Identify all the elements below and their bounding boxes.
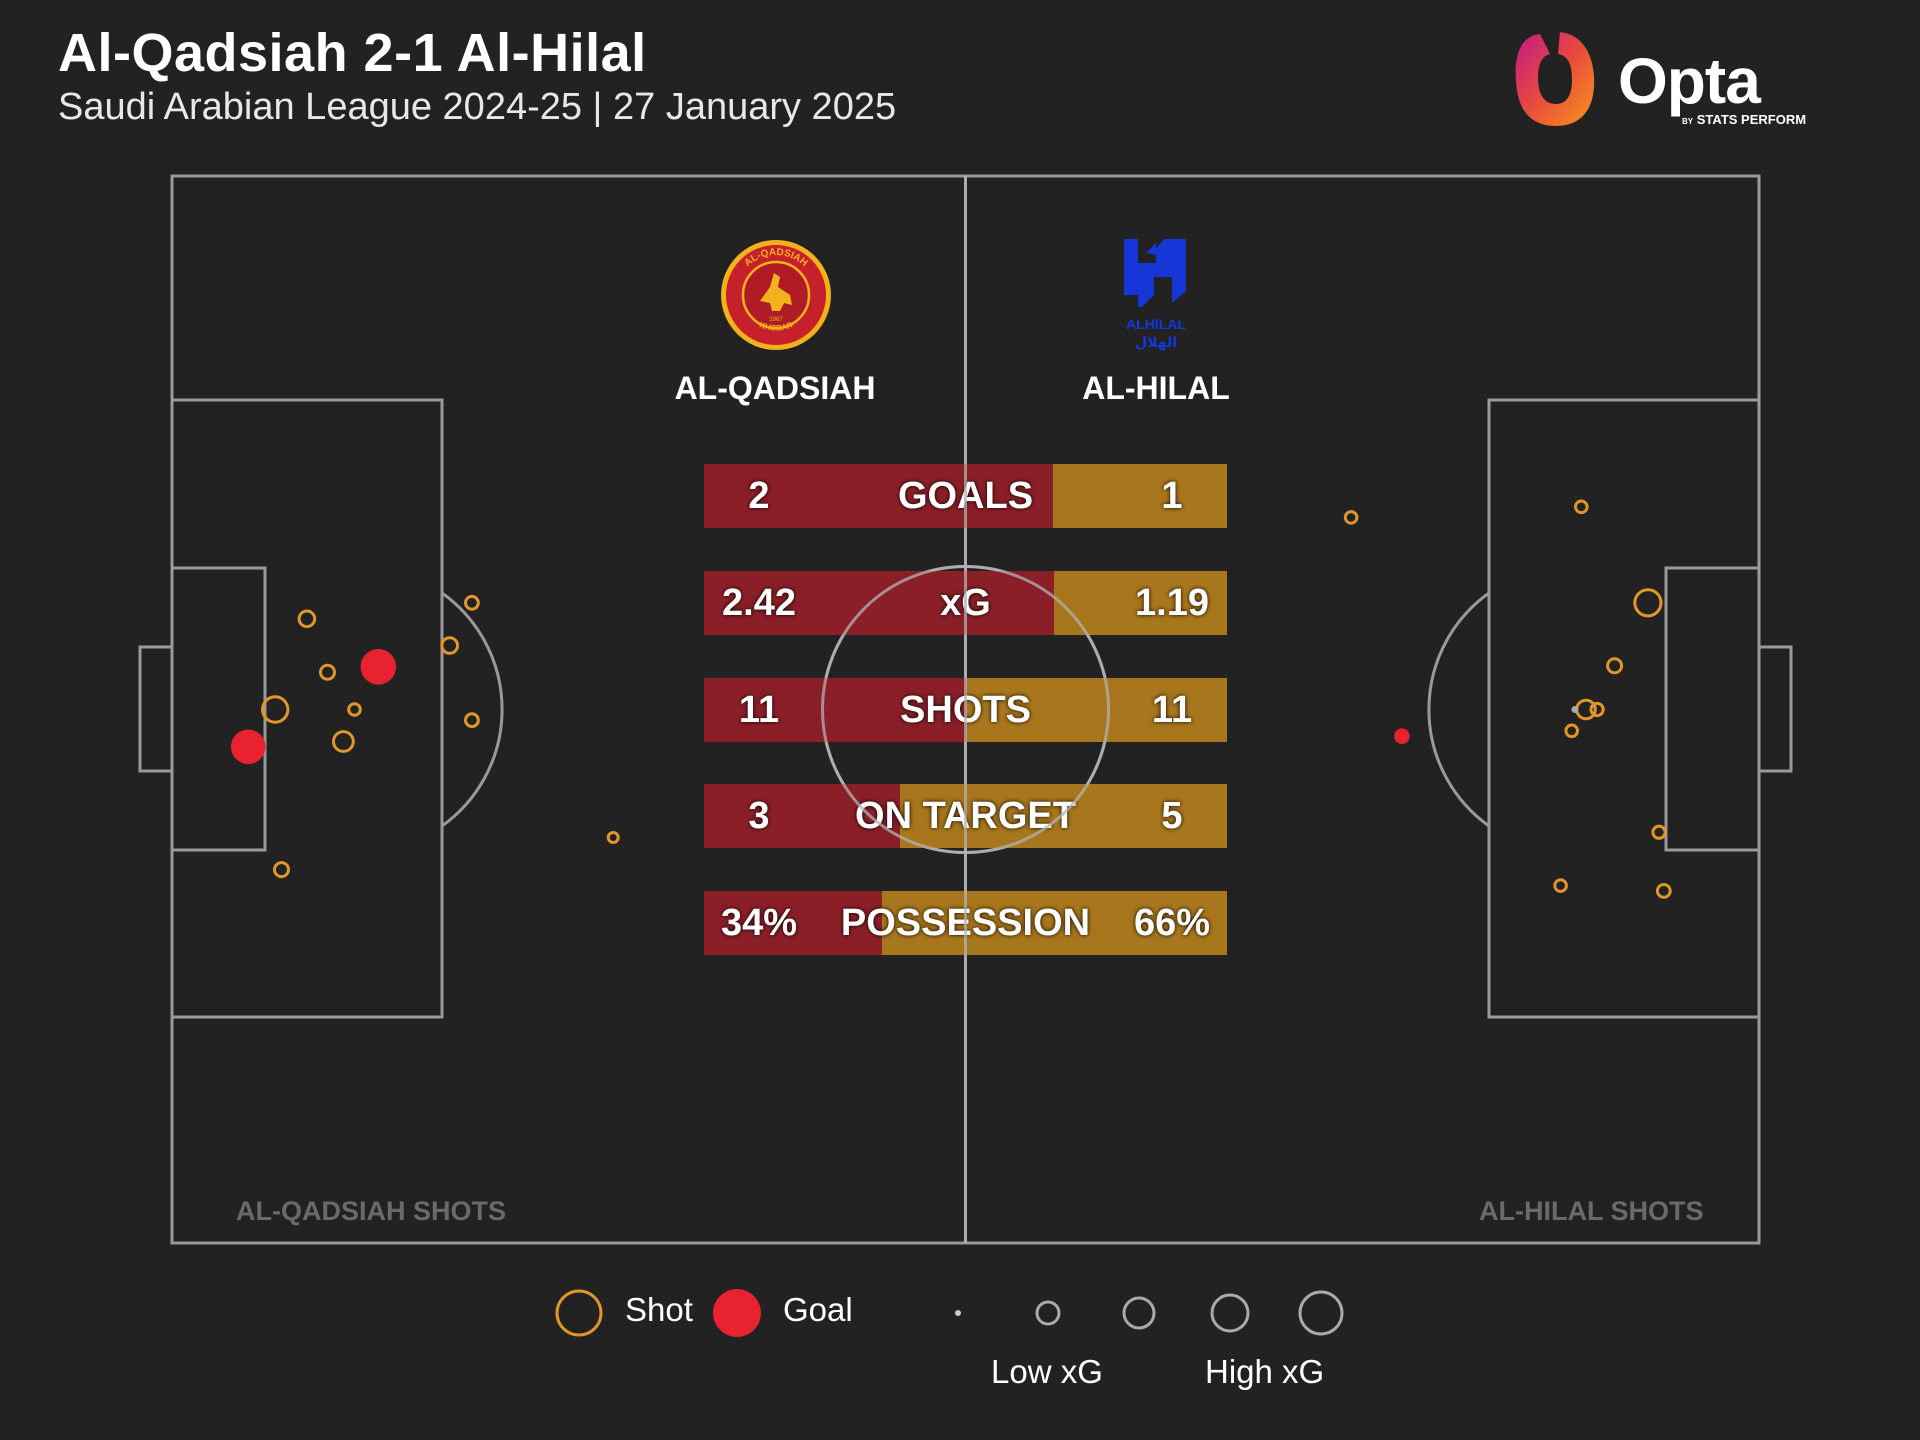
away-shot-marker [1589, 701, 1605, 718]
away-shot-marker [1564, 723, 1579, 739]
stat-row-xg: 2.42 xG 1.19 [704, 571, 1227, 635]
away-team-name: AL-HILAL [1082, 370, 1230, 406]
away-shot-marker [1633, 588, 1663, 618]
home-shot-marker [464, 712, 480, 729]
legend-xg-size-4 [1298, 1290, 1344, 1336]
left-goal [138, 645, 174, 773]
al-hilal-crest-icon: ALHILAL الهلال [1124, 239, 1186, 351]
stat-away-value: 5 [1161, 795, 1183, 837]
legend-shot-label: Shot [625, 1291, 693, 1328]
legend-xg-size-1 [1035, 1300, 1061, 1326]
stat-home-value: 3 [748, 795, 770, 837]
al-qadsiah-crest-icon: AL-QADSIAH KHOBAR 1967 [721, 240, 831, 350]
stat-away-value: 66% [1133, 902, 1211, 944]
right-penalty-box [1487, 398, 1761, 1019]
page-subtitle: Saudi Arabian League 2024-25 | 27 Januar… [58, 86, 897, 128]
svg-text:KHOBAR: KHOBAR [758, 320, 794, 332]
left-penalty-box [170, 398, 444, 1019]
legend-high-xg-label: High xG [1205, 1353, 1325, 1390]
away-goal-marker [1394, 728, 1410, 744]
stat-row-on-target: 3 ON TARGET 5 [704, 784, 1227, 848]
opta-logo-icon [1515, 32, 1595, 126]
stat-row-possession: 34% POSSESSION 66% [704, 891, 1227, 955]
stat-away-value: 11 [1151, 689, 1193, 731]
legend-shot-marker [555, 1289, 603, 1337]
away-shot-marker [1651, 824, 1667, 840]
home-shot-marker [440, 636, 460, 655]
shots-layer [230, 499, 1672, 899]
home-shot-marker [347, 702, 362, 717]
stat-away-value: 1.19 [1135, 582, 1209, 624]
away-shot-marker [1553, 878, 1568, 893]
stat-row-shots: 11 SHOTS 11 [704, 678, 1227, 742]
home-shot-marker [261, 695, 290, 724]
home-shots-caption: AL-QADSIAH SHOTS [236, 1196, 506, 1226]
home-team-name: AL-QADSIAH [674, 370, 876, 406]
legend-low-xg-label: Low xG [991, 1353, 1103, 1390]
stat-home-value: 34% [720, 902, 798, 944]
stat-home-value: 2.42 [722, 582, 796, 624]
stat-row-goals: 2 GOALS 1 [704, 464, 1227, 528]
stat-bar-away [882, 891, 1227, 955]
stat-away-value: 1 [1161, 475, 1183, 517]
home-shot-marker [332, 730, 355, 753]
svg-text:ALHILAL: ALHILAL [1126, 316, 1186, 332]
away-shot-marker [1606, 657, 1624, 675]
legend-goal-label: Goal [783, 1291, 853, 1328]
legend-xg-size-2 [1122, 1296, 1156, 1330]
stat-home-value: 2 [748, 475, 770, 517]
away-shot-marker [1575, 698, 1597, 721]
away-shot-marker [1574, 499, 1589, 515]
page-title: Al-Qadsiah 2-1 Al-Hilal [58, 23, 647, 83]
stat-bar-home [704, 891, 882, 955]
stat-bar-away [1053, 464, 1227, 528]
opta-wordmark: Opta [1618, 45, 1761, 117]
away-shots-caption: AL-HILAL SHOTS [1479, 1196, 1704, 1226]
right-six-yard-box [1664, 566, 1761, 852]
home-shot-marker [606, 831, 620, 844]
opta-logo: Opta BY STATS PERFORM [1510, 28, 1810, 132]
away-shot-marker [1343, 510, 1359, 525]
home-goal-marker [360, 649, 397, 685]
away-shot-marker [1655, 883, 1672, 899]
svg-text:1967: 1967 [769, 317, 783, 323]
stat-home-value: 11 [738, 689, 780, 731]
away-shot-marker [1571, 706, 1579, 713]
home-shot-marker [464, 594, 480, 611]
legend-xg-size-0 [955, 1310, 961, 1316]
home-shot-marker [273, 861, 290, 879]
legend-xg-size-3 [1210, 1293, 1250, 1333]
opta-tagline: BY STATS PERFORM [1682, 112, 1807, 127]
right-penalty-arc [1427, 591, 1490, 828]
legend-markers [555, 1289, 1344, 1337]
legend-goal-marker [713, 1289, 761, 1337]
stat-bar-home [704, 464, 1053, 528]
home-goal-marker [230, 729, 266, 765]
svg-text:الهلال: الهلال [1135, 335, 1177, 351]
left-penalty-arc [441, 591, 504, 828]
right-goal [1757, 645, 1793, 773]
home-shot-marker [297, 609, 317, 629]
left-six-yard-box [170, 566, 267, 852]
home-shot-marker [319, 663, 336, 681]
